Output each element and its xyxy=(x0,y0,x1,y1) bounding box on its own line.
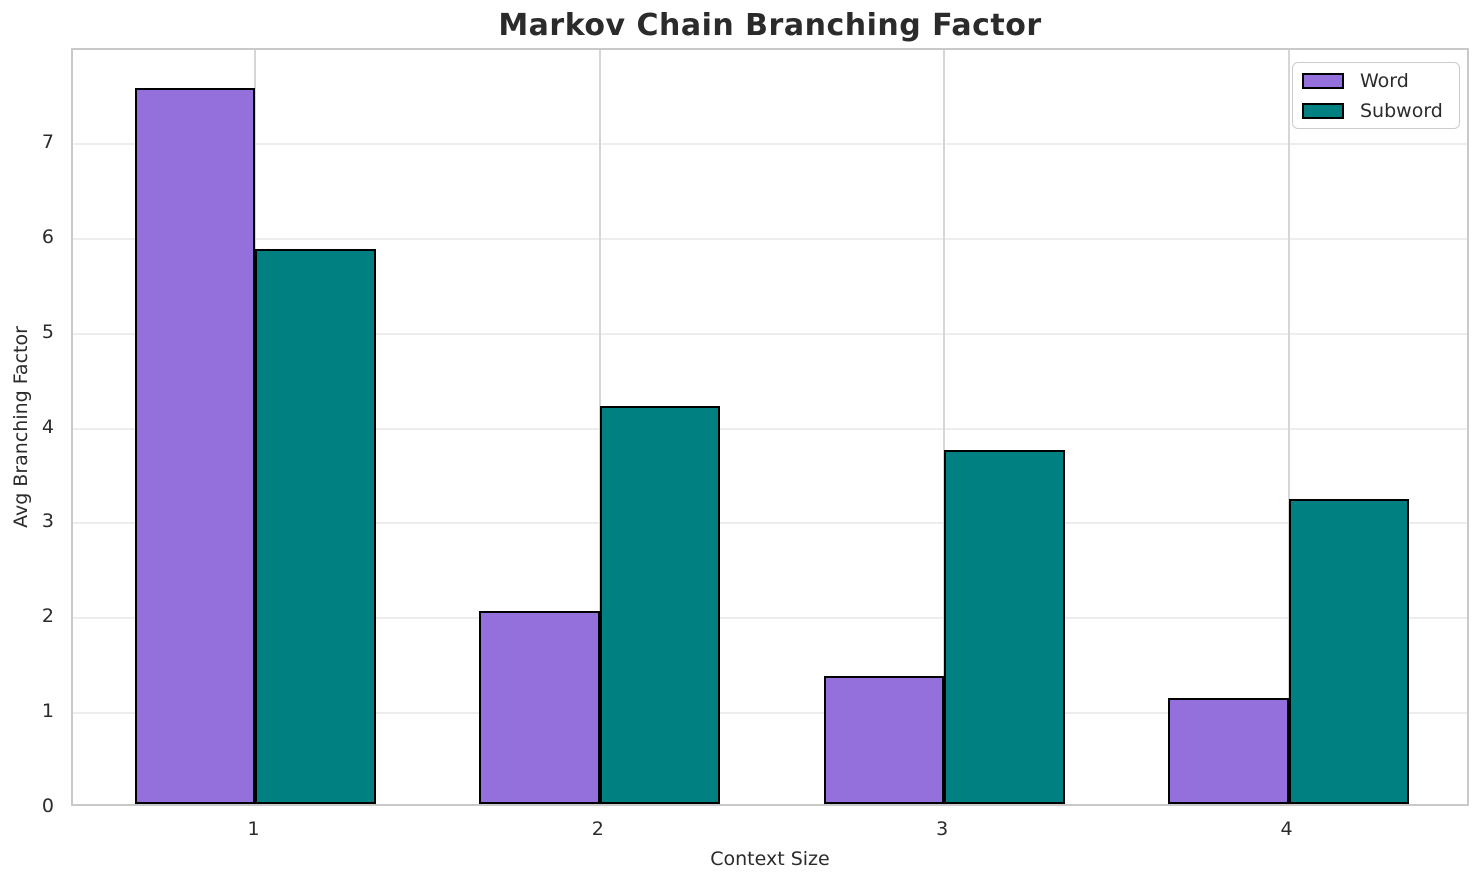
y-tick-label-7: 7 xyxy=(41,130,54,153)
gridline-y-7 xyxy=(73,142,1467,145)
plot-area xyxy=(71,48,1469,806)
y-tick-label-0: 0 xyxy=(41,795,54,817)
gridline-y-5 xyxy=(73,332,1467,335)
gridline-y-3 xyxy=(73,522,1467,525)
bar-word-x2 xyxy=(479,611,600,804)
bar-word-x4 xyxy=(1167,697,1289,804)
gridline-x-4 xyxy=(1287,50,1290,804)
x-tick-label-1: 1 xyxy=(247,818,260,840)
y-tick-label-6: 6 xyxy=(41,225,54,248)
y-tick-label-2: 2 xyxy=(41,605,54,628)
y-axis-label: Avg Branching Factor xyxy=(10,326,32,528)
gridline-y-2 xyxy=(73,617,1467,620)
x-tick-label-3: 3 xyxy=(936,818,949,840)
y-tick-label-5: 5 xyxy=(41,320,54,343)
y-tick-label-4: 4 xyxy=(41,415,54,438)
x-tick-label-4: 4 xyxy=(1280,818,1293,840)
legend-swatch-subword xyxy=(1302,102,1344,119)
y-tick-label-1: 1 xyxy=(41,700,54,723)
chart-title: Markov Chain Branching Factor xyxy=(498,8,1042,43)
gridline-y-1 xyxy=(73,712,1467,715)
bar-word-x1 xyxy=(134,87,256,804)
bar-subword-x1 xyxy=(255,249,376,804)
legend: Word Subword xyxy=(1292,62,1460,129)
gridline-y-6 xyxy=(73,237,1467,240)
gridline-y-4 xyxy=(73,427,1467,430)
x-tick-label-2: 2 xyxy=(591,818,604,840)
bar-subword-x3 xyxy=(944,450,1065,804)
bar-word-x3 xyxy=(823,675,945,804)
legend-label-word: Word xyxy=(1360,69,1409,92)
gridline-x-3 xyxy=(943,50,946,804)
legend-item-subword: Subword xyxy=(1302,100,1459,122)
bar-subword-x2 xyxy=(599,405,721,804)
legend-swatch-word xyxy=(1302,72,1344,89)
legend-item-word: Word xyxy=(1302,70,1459,92)
y-tick-label-3: 3 xyxy=(41,510,54,533)
bar-subword-x4 xyxy=(1288,498,1410,804)
legend-label-subword: Subword xyxy=(1360,99,1443,122)
x-axis-label: Context Size xyxy=(710,848,830,870)
